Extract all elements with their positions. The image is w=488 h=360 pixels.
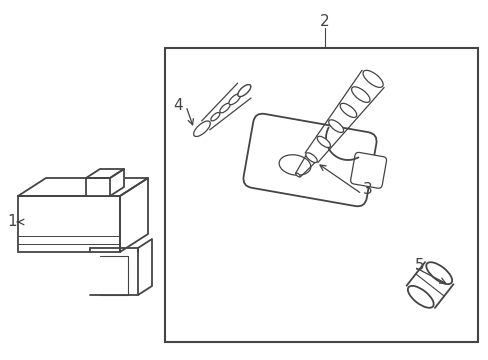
Polygon shape xyxy=(110,169,124,196)
Ellipse shape xyxy=(279,155,310,175)
Text: 1: 1 xyxy=(7,215,17,230)
Text: 5: 5 xyxy=(414,257,424,273)
Bar xyxy=(86,178,110,196)
Ellipse shape xyxy=(210,113,220,121)
Polygon shape xyxy=(86,169,124,178)
Ellipse shape xyxy=(220,103,230,113)
Text: 3: 3 xyxy=(363,183,372,198)
FancyBboxPatch shape xyxy=(243,114,376,206)
Ellipse shape xyxy=(328,120,343,132)
Bar xyxy=(18,196,120,252)
Text: 4: 4 xyxy=(173,99,183,113)
Ellipse shape xyxy=(202,122,209,129)
Text: 2: 2 xyxy=(320,14,329,30)
Ellipse shape xyxy=(317,136,330,148)
Ellipse shape xyxy=(351,87,369,103)
Ellipse shape xyxy=(295,173,300,177)
Polygon shape xyxy=(18,178,148,196)
Ellipse shape xyxy=(340,103,356,117)
Ellipse shape xyxy=(228,94,240,105)
Ellipse shape xyxy=(193,121,210,136)
FancyBboxPatch shape xyxy=(350,152,386,188)
Ellipse shape xyxy=(238,85,250,96)
Ellipse shape xyxy=(426,262,451,284)
Ellipse shape xyxy=(362,70,383,87)
Ellipse shape xyxy=(238,85,250,96)
Polygon shape xyxy=(120,178,148,252)
Ellipse shape xyxy=(305,153,317,162)
Ellipse shape xyxy=(407,286,433,308)
Bar xyxy=(164,48,477,342)
